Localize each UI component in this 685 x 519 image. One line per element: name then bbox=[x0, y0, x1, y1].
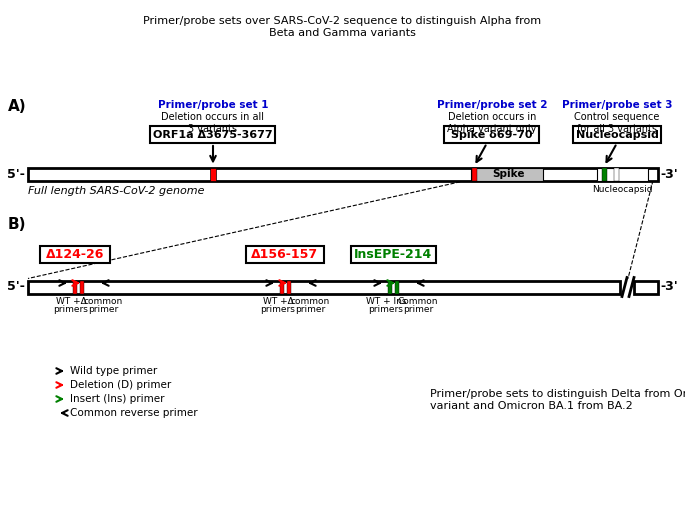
Text: Full length SARS-CoV-2 genome: Full length SARS-CoV-2 genome bbox=[28, 185, 205, 196]
Text: Nucleocapsid: Nucleocapsid bbox=[593, 185, 653, 195]
Text: Δ156-157: Δ156-157 bbox=[251, 248, 319, 261]
Text: common: common bbox=[290, 296, 329, 306]
Text: Spike δ69-70: Spike δ69-70 bbox=[451, 130, 533, 140]
Text: Nucleocapsid: Nucleocapsid bbox=[575, 130, 658, 140]
Bar bbox=[73, 280, 77, 294]
Bar bbox=[28, 280, 620, 294]
Text: primers: primers bbox=[260, 306, 295, 315]
Text: Primer/probe set 3: Primer/probe set 3 bbox=[562, 100, 672, 110]
Text: ORF1a Δ3675-3677: ORF1a Δ3675-3677 bbox=[153, 130, 273, 140]
Text: Primer/probe sets to distinguish Delta from Omicron BA.1
variant and Omicron BA.: Primer/probe sets to distinguish Delta f… bbox=[430, 389, 685, 411]
Bar bbox=[287, 280, 291, 294]
Bar bbox=[471, 168, 543, 181]
Text: Primer/probe set 2: Primer/probe set 2 bbox=[437, 100, 547, 110]
Bar bbox=[573, 126, 661, 143]
Bar bbox=[445, 126, 540, 143]
Text: Deletion occurs in
Alpha variant only: Deletion occurs in Alpha variant only bbox=[447, 112, 536, 133]
Text: B): B) bbox=[8, 217, 27, 232]
Text: -3': -3' bbox=[660, 168, 677, 181]
Text: WT + Ins: WT + Ins bbox=[366, 296, 406, 306]
Text: Spike: Spike bbox=[493, 169, 525, 179]
Text: Primer/probe sets over SARS-CoV-2 sequence to distinguish Alpha from
Beta and Ga: Primer/probe sets over SARS-CoV-2 sequen… bbox=[143, 16, 541, 37]
Text: Insert (Ins) primer: Insert (Ins) primer bbox=[70, 394, 164, 404]
Bar bbox=[246, 245, 324, 263]
Bar bbox=[28, 168, 658, 181]
Bar bbox=[40, 245, 110, 263]
Bar bbox=[395, 280, 399, 294]
Text: Wild type primer: Wild type primer bbox=[70, 366, 158, 376]
Bar bbox=[634, 280, 658, 294]
Text: primer: primer bbox=[295, 306, 325, 315]
Text: WT +Δ: WT +Δ bbox=[262, 296, 293, 306]
Text: primers: primers bbox=[369, 306, 403, 315]
Bar bbox=[388, 280, 392, 294]
Text: 5'-: 5'- bbox=[7, 280, 25, 294]
Text: Δ124-26: Δ124-26 bbox=[46, 248, 104, 261]
Bar bbox=[472, 168, 477, 181]
Bar bbox=[80, 280, 84, 294]
Text: Primer/probe set 1: Primer/probe set 1 bbox=[158, 100, 269, 110]
Text: Common reverse primer: Common reverse primer bbox=[70, 408, 198, 418]
Text: common: common bbox=[84, 296, 123, 306]
Text: primer: primer bbox=[88, 306, 118, 315]
Text: InsEPE-214: InsEPE-214 bbox=[354, 248, 432, 261]
Bar bbox=[151, 126, 275, 143]
Text: WT +Δ: WT +Δ bbox=[55, 296, 86, 306]
Bar bbox=[602, 168, 607, 181]
Bar bbox=[210, 168, 216, 181]
Text: A): A) bbox=[8, 99, 27, 114]
Text: Deletion (D) primer: Deletion (D) primer bbox=[70, 380, 171, 390]
Bar bbox=[597, 168, 648, 181]
Text: Deletion occurs in all
3 variants: Deletion occurs in all 3 variants bbox=[162, 112, 264, 133]
Text: Control sequence
for all 3 variants: Control sequence for all 3 variants bbox=[574, 112, 660, 133]
Text: primer: primer bbox=[403, 306, 433, 315]
Text: 5'-: 5'- bbox=[7, 168, 25, 181]
Text: -3': -3' bbox=[660, 280, 677, 294]
Text: primers: primers bbox=[53, 306, 88, 315]
Bar bbox=[280, 280, 284, 294]
Bar bbox=[614, 168, 619, 181]
Text: Common: Common bbox=[398, 296, 438, 306]
Bar bbox=[351, 245, 436, 263]
